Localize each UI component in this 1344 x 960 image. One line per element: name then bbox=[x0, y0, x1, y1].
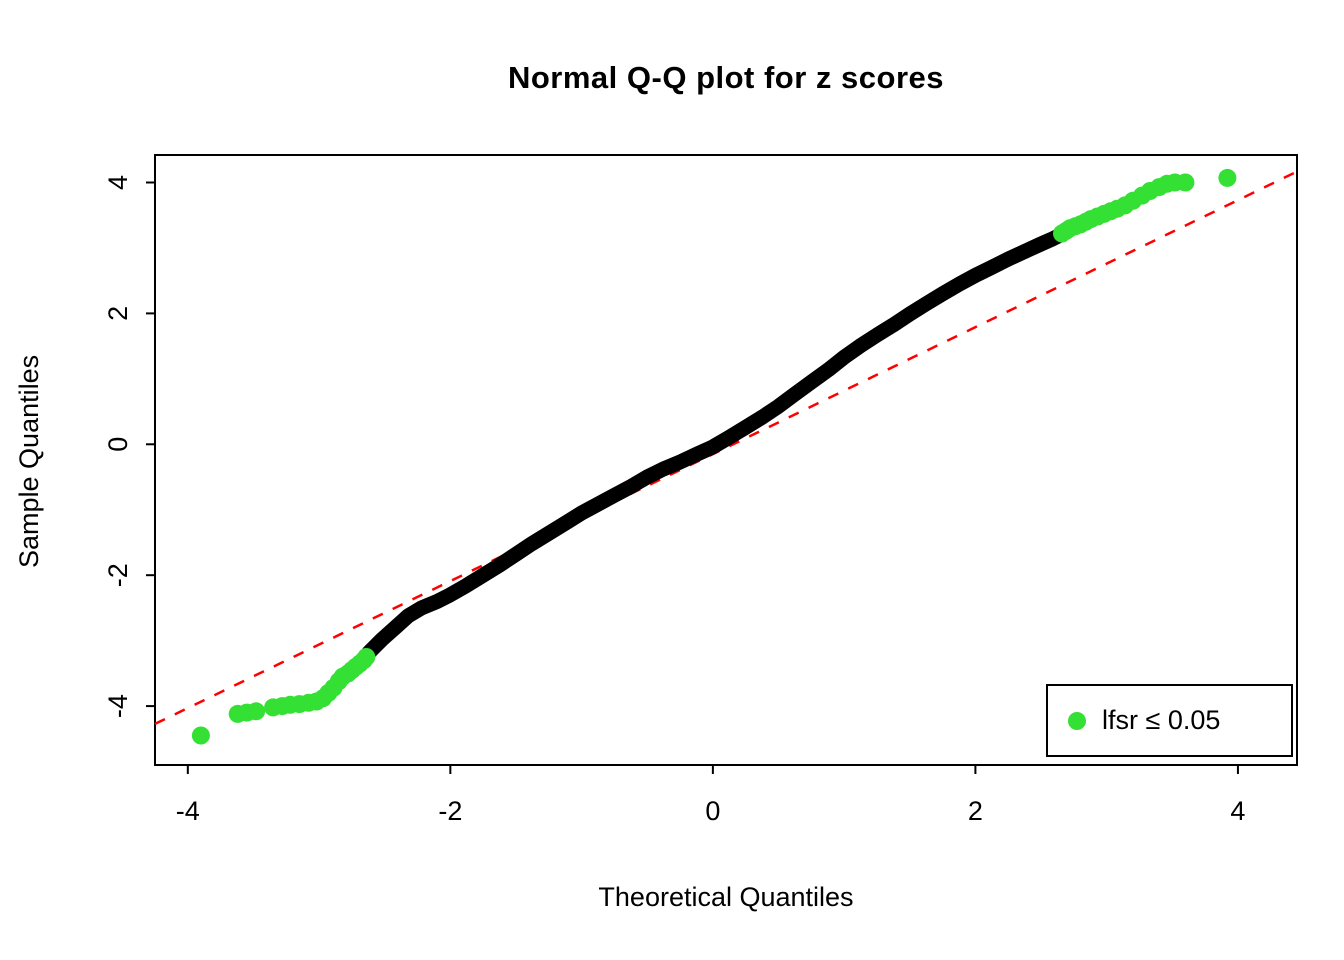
chart-title: Normal Q-Q plot for z scores bbox=[507, 60, 944, 95]
legend-box: lfsr ≤ 0.05 bbox=[1046, 684, 1293, 757]
y-tick-label: 0 bbox=[103, 437, 133, 452]
significant-point bbox=[1218, 168, 1237, 187]
legend-marker-dot bbox=[1068, 711, 1086, 730]
plot-border bbox=[154, 154, 1298, 766]
legend-label: lfsr ≤ 0.05 bbox=[1102, 705, 1221, 735]
y-tick-label: 4 bbox=[103, 175, 133, 190]
x-tick-label: 4 bbox=[1230, 796, 1245, 826]
x-axis-label: Theoretical Quantiles bbox=[598, 882, 854, 912]
qq-reference-line bbox=[154, 170, 1298, 726]
y-tick-label: -2 bbox=[103, 563, 133, 587]
x-tick-label: 0 bbox=[705, 796, 720, 826]
significant-point bbox=[1176, 173, 1195, 192]
significant-point bbox=[191, 726, 210, 745]
x-tick-label: 2 bbox=[968, 796, 983, 826]
black-points-band bbox=[361, 227, 1069, 660]
x-tick-label: -4 bbox=[176, 796, 200, 826]
significant-point bbox=[357, 648, 376, 666]
y-tick-label: -4 bbox=[103, 694, 133, 718]
x-tick-label: -2 bbox=[438, 796, 462, 826]
y-axis-label: Sample Quantiles bbox=[14, 354, 44, 568]
significant-point bbox=[247, 702, 266, 721]
y-tick-label: 2 bbox=[103, 306, 133, 321]
